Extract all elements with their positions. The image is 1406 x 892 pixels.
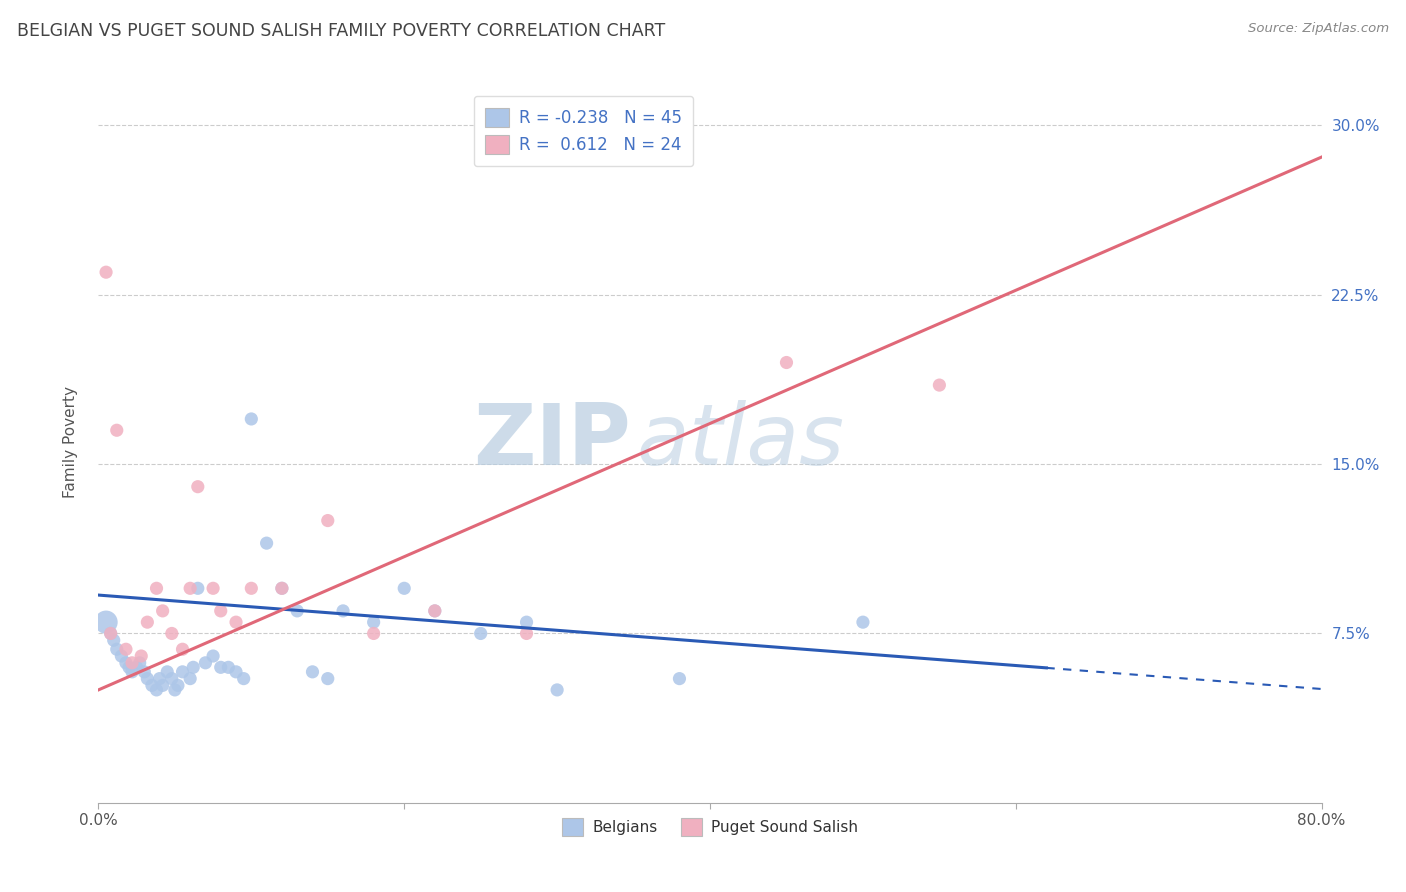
Point (546, 682, 568, 697)
Point (209, 604, 232, 618)
Point (103, 633, 125, 648)
Text: Source: ZipAtlas.com: Source: ZipAtlas.com (1249, 22, 1389, 36)
Point (172, 665, 194, 679)
Point (240, 412, 263, 426)
Point (775, 355, 797, 369)
Point (110, 648, 132, 663)
Point (134, 665, 156, 679)
Point (115, 656, 138, 670)
Point (187, 480, 209, 494)
Point (470, 626, 492, 640)
Point (217, 660, 239, 674)
Point (316, 514, 339, 528)
Point (363, 626, 385, 640)
Point (129, 648, 152, 663)
Point (172, 642, 194, 657)
Point (118, 660, 141, 674)
Point (94, 615, 117, 630)
Point (270, 582, 292, 596)
Point (516, 615, 538, 630)
Point (136, 615, 159, 630)
Point (516, 626, 538, 640)
Point (392, 582, 416, 596)
Point (94, 265, 117, 279)
Point (363, 615, 385, 630)
Point (141, 678, 163, 692)
Point (179, 672, 201, 686)
Point (145, 582, 167, 596)
Point (181, 660, 204, 674)
Point (156, 665, 179, 679)
Point (285, 604, 308, 618)
Point (240, 582, 263, 596)
Point (152, 604, 174, 618)
Point (668, 672, 690, 686)
Point (145, 682, 167, 697)
Point (232, 672, 254, 686)
Point (423, 604, 446, 618)
Point (202, 648, 225, 663)
Point (160, 626, 183, 640)
Point (852, 615, 875, 630)
Text: atlas: atlas (637, 400, 845, 483)
Point (160, 672, 183, 686)
Text: BELGIAN VS PUGET SOUND SALISH FAMILY POVERTY CORRELATION CHART: BELGIAN VS PUGET SOUND SALISH FAMILY POV… (17, 22, 665, 40)
Point (121, 656, 143, 670)
Point (225, 665, 247, 679)
Point (194, 656, 217, 670)
Point (136, 672, 159, 686)
Point (202, 582, 225, 596)
Point (121, 665, 143, 679)
Point (316, 672, 339, 686)
Point (167, 678, 190, 692)
Y-axis label: Family Poverty: Family Poverty (63, 385, 77, 498)
Point (928, 378, 950, 392)
Point (100, 626, 122, 640)
Point (225, 615, 247, 630)
Point (149, 672, 172, 686)
Point (179, 582, 201, 596)
Legend: Belgians, Puget Sound Salish: Belgians, Puget Sound Salish (555, 813, 865, 842)
Point (209, 660, 232, 674)
Point (100, 626, 122, 640)
Point (332, 604, 354, 618)
Point (125, 660, 148, 674)
Text: ZIP: ZIP (472, 400, 630, 483)
Point (187, 582, 209, 596)
Point (152, 678, 174, 692)
Point (105, 642, 128, 657)
Point (301, 665, 323, 679)
Point (128, 656, 150, 670)
Point (423, 604, 446, 618)
Point (270, 582, 292, 596)
Point (256, 536, 278, 550)
Point (105, 423, 128, 437)
Point (163, 682, 186, 697)
Point (115, 642, 138, 657)
